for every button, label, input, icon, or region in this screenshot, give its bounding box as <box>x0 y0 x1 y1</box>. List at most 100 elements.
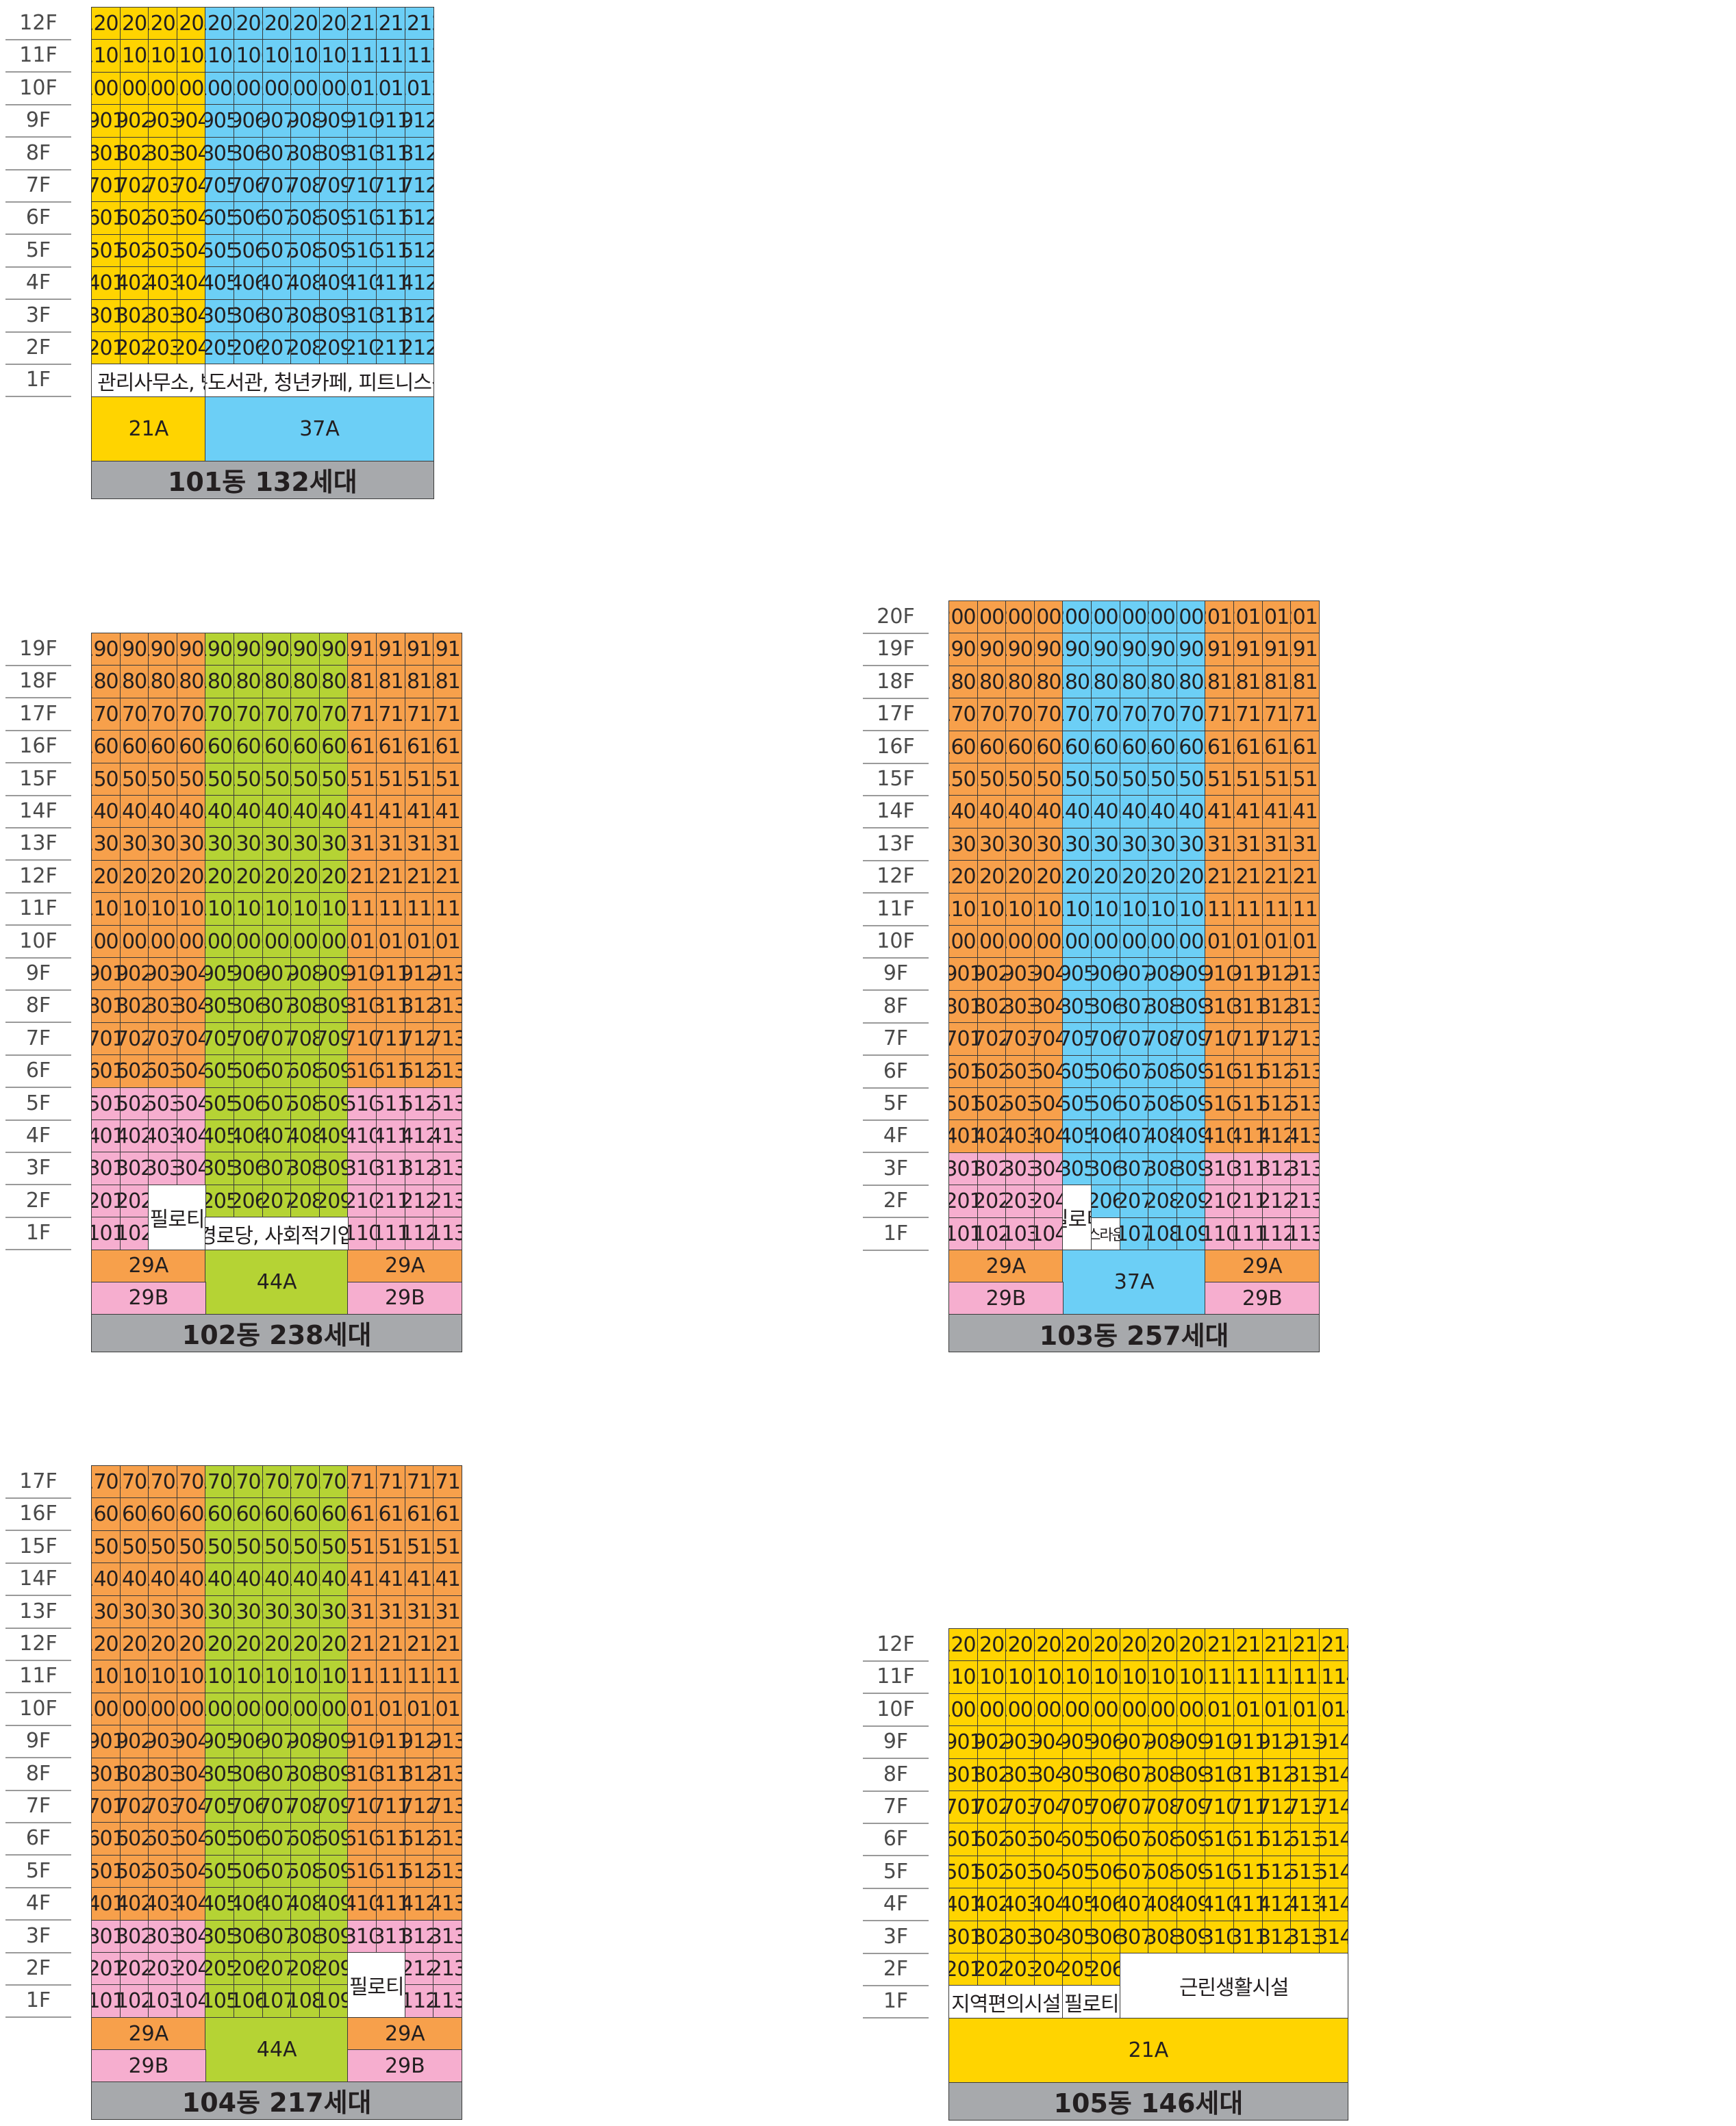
unit-cell: 1201 <box>91 1628 121 1661</box>
unit-cell: 1602 <box>119 1497 149 1532</box>
unit-cell: 104 <box>1033 1217 1064 1251</box>
unit-cell: 806 <box>234 1757 264 1791</box>
unit-cell: 1613 <box>433 730 463 764</box>
unit-cell: 1401 <box>91 795 121 828</box>
unit-cell: 709 <box>318 169 349 203</box>
unit-cell: 806 <box>234 136 264 170</box>
unit-cell: 505 <box>1062 1855 1092 1889</box>
unit-cell: 1405 <box>205 795 235 828</box>
unit-cell: 213 <box>433 1952 463 1986</box>
floor-label: 10F <box>863 925 929 959</box>
floor-label: 4F <box>5 1119 71 1153</box>
unit-cell: 405 <box>1062 1119 1092 1154</box>
unit-cell: 801 <box>948 989 979 1024</box>
unit-cell: 810 <box>347 136 377 170</box>
unit-cell: 705 <box>205 169 235 203</box>
unit-cell: 1412 <box>404 795 434 828</box>
unit-cell: 610 <box>1205 1823 1235 1857</box>
floor-label: 3F <box>5 1152 71 1186</box>
unit-cell: 1205 <box>205 1628 235 1661</box>
unit-cell: 613 <box>433 1054 463 1089</box>
unit-cell: 209 <box>318 331 349 365</box>
unit-cell: 913 <box>1290 1725 1320 1760</box>
unit-cell: 1403 <box>148 1562 178 1597</box>
unit-cell: 604 <box>1033 1054 1064 1089</box>
unit-cell: 609 <box>318 201 349 236</box>
unit-cell: 506 <box>234 1087 264 1121</box>
unit-cell: 110 <box>1205 1217 1235 1251</box>
unit-cell: 1506 <box>1091 763 1121 796</box>
unit-cell: 803 <box>148 136 178 170</box>
unit-cell: 2004 <box>1033 600 1064 634</box>
unit-cell: 1208 <box>1148 1628 1178 1662</box>
unit-cell: 1102 <box>119 39 149 73</box>
unit-cell: 1206 <box>1091 1628 1121 1662</box>
unit-cell: 709 <box>318 1022 349 1056</box>
unit-cell: 807 <box>1119 989 1149 1024</box>
unit-cell: 412 <box>1261 1888 1292 1922</box>
unit-cell: 210 <box>347 331 377 365</box>
unit-cell: 712 <box>404 1790 434 1823</box>
unit-cell: 502 <box>119 1854 149 1888</box>
unit-cell: 404 <box>176 1887 206 1921</box>
unit-cell: 1209 <box>318 7 349 40</box>
unit-cell: 1701 <box>91 1465 121 1499</box>
unit-cell: 1013 <box>1290 1693 1320 1727</box>
unit-cell: 312 <box>404 1152 434 1186</box>
unit-cell: 1802 <box>977 665 1007 699</box>
unit-cell: 1410 <box>347 1562 377 1597</box>
unit-cell: 1105 <box>205 39 235 73</box>
floor-label: 14F <box>5 1562 71 1597</box>
unit-cell: 1209 <box>1176 1628 1206 1662</box>
facility-block: 작은도서관, 청년카페, 피트니스센터 <box>205 364 434 398</box>
unit-cell: 1901 <box>948 633 979 667</box>
floor-label: 20F <box>863 600 929 634</box>
unit-cell: 1609 <box>1176 730 1206 764</box>
unit-cell: 1113 <box>433 1660 463 1694</box>
floor-label: 7F <box>863 1790 929 1824</box>
unit-cell: 1603 <box>148 1497 178 1532</box>
unit-cell: 1203 <box>1005 860 1035 894</box>
unit-cell: 107 <box>262 1984 292 2019</box>
unit-cell: 210 <box>347 1184 377 1218</box>
unit-cell: 1912 <box>404 633 434 666</box>
unit-cell: 911 <box>376 104 406 138</box>
unit-cell: 403 <box>148 1119 178 1153</box>
unit-cell: 507 <box>1119 1087 1149 1121</box>
unit-cell: 804 <box>1033 989 1064 1024</box>
unit-cell: 1106 <box>234 1660 264 1694</box>
floor-label: 7F <box>5 1022 71 1056</box>
unit-cell: 1210 <box>1205 1628 1235 1662</box>
unit-cell: 205 <box>205 1184 235 1218</box>
floor-label: 15F <box>5 763 71 796</box>
unit-cell: 1801 <box>948 665 979 699</box>
unit-cell: 1803 <box>1005 665 1035 699</box>
unit-cell: 911 <box>1233 1725 1263 1760</box>
unit-cell: 411 <box>1233 1119 1263 1154</box>
unit-cell: 1607 <box>262 1497 292 1532</box>
floor-label: 9F <box>5 957 71 991</box>
unit-cell: 1811 <box>1233 665 1263 699</box>
unit-cell: 701 <box>948 1790 979 1824</box>
unit-cell: 707 <box>1119 1022 1149 1056</box>
floor-label: 9F <box>863 957 929 991</box>
unit-cell: 1201 <box>91 7 121 40</box>
unit-cell: 1408 <box>1148 795 1178 829</box>
unit-cell: 1207 <box>262 859 292 894</box>
unit-cell: 910 <box>347 957 377 991</box>
unit-cell: 1005 <box>1062 1693 1092 1727</box>
unit-cell: 903 <box>1005 1725 1035 1760</box>
unit-cell: 1702 <box>977 698 1007 732</box>
unit-cell: 904 <box>176 1725 206 1759</box>
unit-cell: 812 <box>404 136 434 170</box>
unit-cell: 209 <box>318 1952 349 1986</box>
